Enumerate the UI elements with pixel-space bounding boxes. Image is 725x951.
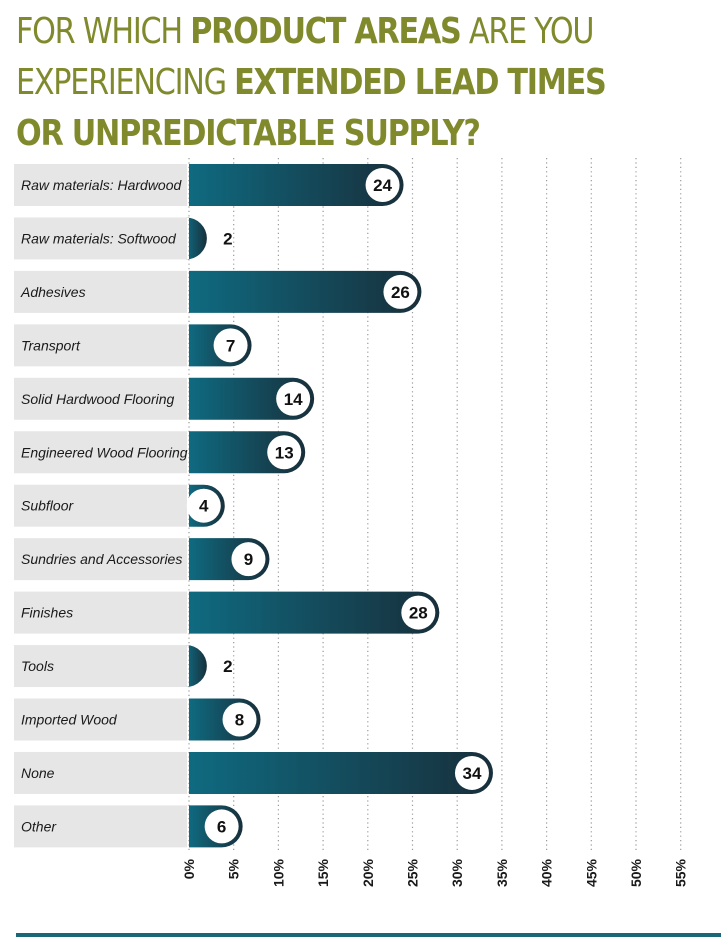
category-label: Transport (21, 337, 81, 353)
title-line: OR UNPREDICTABLE SUPPLY? (16, 108, 604, 159)
category-label: Imported Wood (21, 712, 118, 728)
value-badge (213, 328, 248, 363)
data-label: 4 (199, 497, 209, 516)
chart-title: FOR WHICH PRODUCT AREAS ARE YOU EXPERIENC… (16, 6, 607, 159)
category-label: Tools (21, 658, 54, 674)
bar-group: 9 (189, 538, 270, 581)
bar (189, 270, 422, 313)
category-label-bg (14, 164, 187, 206)
bar (185, 645, 207, 688)
value-badge (231, 542, 266, 577)
x-tick-label: 25% (405, 858, 421, 887)
bar-group: 7 (189, 324, 252, 367)
data-label: 24 (373, 176, 392, 195)
x-axis-ticks: 0% 5% 10% 15% 20% 25% 30% 35% 40% 45% 50% 55% (181, 858, 689, 887)
title-emphasis: EXTENDED LEAD TIMES (234, 62, 607, 103)
category-label-bg (14, 751, 187, 794)
data-label: 6 (217, 817, 226, 836)
bar (189, 751, 493, 794)
category-label: Subfloor (21, 498, 74, 514)
x-tick-label: 5% (226, 858, 242, 879)
bar-group: 4 (186, 484, 225, 527)
title-text: FOR WHICH (16, 11, 191, 52)
data-label: 2 (223, 657, 232, 676)
value-badge (204, 809, 239, 844)
x-tick-label: 40% (539, 858, 555, 887)
title-line: FOR WHICH PRODUCT AREAS ARE YOU (16, 6, 604, 57)
category-label: Engineered Wood Flooring (21, 444, 188, 460)
category-label: Sundries and Accessories (21, 551, 182, 567)
x-tick-label: 20% (360, 858, 376, 887)
title-line: EXPERIENCING EXTENDED LEAD TIMES (16, 57, 607, 108)
category-label: Adhesives (20, 284, 86, 300)
data-label: 28 (409, 604, 428, 623)
category-label-bg (14, 484, 187, 527)
bar-group: 6 (189, 805, 243, 848)
value-badge (365, 168, 400, 202)
x-tick-label: 55% (673, 858, 689, 887)
title-text: EXPERIENCING (16, 62, 235, 103)
data-label: 9 (244, 550, 253, 569)
category-labels: Raw materials: Hardwood Raw materials: So… (14, 164, 188, 848)
category-label-bg (14, 431, 187, 474)
value-badge (401, 595, 436, 630)
category-label: Finishes (21, 605, 73, 621)
value-badge (186, 488, 221, 523)
data-label: 14 (284, 390, 303, 409)
category-label: Solid Hardwood Flooring (21, 391, 175, 407)
x-tick-label: 35% (494, 858, 510, 887)
value-badge (267, 435, 302, 470)
data-label: 34 (462, 764, 481, 783)
value-badge (383, 274, 418, 309)
x-tick-label: 0% (181, 858, 197, 879)
category-label: None (21, 765, 55, 781)
category-label-bg (14, 377, 187, 420)
category-label: Raw materials: Hardwood (21, 177, 182, 193)
bar-group: 28 (189, 591, 440, 634)
category-label-bg (14, 324, 187, 367)
category-label-bg (14, 805, 187, 848)
bar-group: 13 (189, 431, 306, 474)
category-label-bg (14, 698, 187, 741)
x-tick-label: 10% (270, 858, 286, 887)
data-label: 2 (223, 229, 232, 248)
category-label: Other (21, 818, 57, 834)
bar (185, 217, 207, 260)
bar-group: 26 (189, 270, 422, 313)
title-emphasis: PRODUCT AREAS (190, 11, 462, 52)
bar-group: 34 (189, 751, 493, 794)
x-tick-label: 50% (628, 858, 644, 887)
title-emphasis: OR UNPREDICTABLE SUPPLY? (16, 113, 481, 154)
gridlines (188, 158, 682, 852)
value-badge (454, 755, 489, 790)
bar-group: 2 (185, 645, 233, 688)
bar-group: 14 (189, 377, 315, 420)
category-label-bg (14, 538, 187, 581)
x-tick-label: 30% (449, 858, 465, 887)
x-tick-label: 45% (583, 858, 599, 887)
value-badge (276, 381, 311, 416)
bar-group: 8 (189, 698, 261, 741)
category-label: Raw materials: Softwood (21, 230, 177, 246)
category-label-bg (14, 591, 187, 634)
data-label: 7 (226, 336, 235, 355)
bar (189, 591, 440, 634)
category-label-bg (14, 645, 187, 688)
data-label: 13 (275, 443, 294, 462)
category-label-bg (14, 270, 187, 313)
footer-rule (16, 933, 721, 937)
x-tick-label: 15% (315, 858, 331, 887)
title-text: ARE YOU (460, 11, 595, 52)
data-label: 8 (235, 711, 244, 730)
data-label: 26 (391, 283, 410, 302)
value-badge (222, 702, 257, 737)
bar (189, 164, 404, 206)
bar-group: 24 (189, 164, 404, 206)
category-label-bg (14, 217, 187, 260)
bar-group: 2 (185, 217, 233, 260)
